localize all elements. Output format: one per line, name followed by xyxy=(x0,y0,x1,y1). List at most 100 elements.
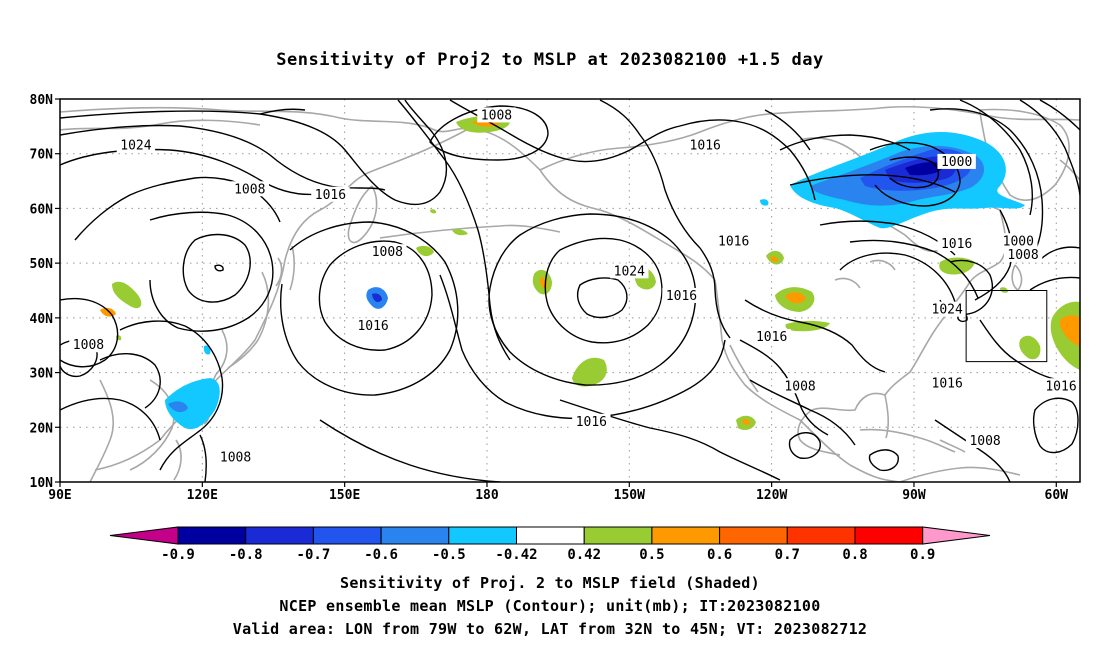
contour-label: 1016 xyxy=(357,319,388,334)
contour-label: 1008 xyxy=(73,338,104,353)
colorbar-segment xyxy=(448,526,517,545)
lon-tick-label: 150W xyxy=(614,488,645,503)
contour-label: 1016 xyxy=(666,289,697,304)
colorbar-label: -0.7 xyxy=(297,547,331,563)
contour-label-bg xyxy=(477,107,516,123)
contour-label: 1016 xyxy=(718,234,749,249)
contour-label-bg xyxy=(69,337,108,353)
lon-tick-label: 180 xyxy=(475,488,499,503)
colorbar-label: -0.6 xyxy=(364,547,398,563)
valid-area-box xyxy=(965,290,1048,363)
contour-label: 1008 xyxy=(784,379,815,394)
lat-tick-label: 50N xyxy=(30,257,54,272)
lat-tick-label: 20N xyxy=(30,421,54,436)
contour-label-bg xyxy=(965,432,1005,448)
contour-label-bg xyxy=(937,153,976,169)
colorbar-segment xyxy=(651,526,721,545)
colorbar-segment xyxy=(786,526,856,545)
lat-tick-label: 60N xyxy=(30,202,54,217)
contour-label: 1008 xyxy=(1007,248,1038,263)
contour-label: 1008 xyxy=(372,245,403,260)
lon-tick-label: 150E xyxy=(329,488,360,503)
contour-label-bg xyxy=(311,186,350,202)
contour-label: 1016 xyxy=(941,237,972,252)
lat-tick-label: 80N xyxy=(30,93,54,108)
contour-label: 1016 xyxy=(690,139,721,154)
colorbar-segment xyxy=(516,526,585,545)
contour-label: 1000 xyxy=(1003,234,1034,249)
colorbar-label: 0.9 xyxy=(910,547,935,563)
contour-label-bg xyxy=(780,378,820,394)
contour-label-bg xyxy=(999,233,1038,249)
lon-tick-label: 60W xyxy=(1045,488,1069,503)
colorbar-label: -0.8 xyxy=(229,547,263,563)
lat-tick-label: 10N xyxy=(30,476,54,491)
colorbar-label: 0.8 xyxy=(842,547,867,563)
caption-shading: Sensitivity of Proj. 2 to MSLP field (Sh… xyxy=(340,574,760,592)
contour-label-bg xyxy=(937,235,976,251)
lon-tick-label: 90E xyxy=(48,488,71,503)
map-gridlines xyxy=(60,99,1080,482)
contour-label-bg xyxy=(1003,246,1043,262)
colorbar: -0.9 -0.8 -0.7 -0.6 -0.5 -0.42 0.42 0.5 0.6 0.7 0.… xyxy=(109,526,991,563)
caption-contour: NCEP ensemble mean MSLP (Contour); unit(… xyxy=(279,597,821,615)
colorbar-label: 0.5 xyxy=(639,547,664,563)
caption-valid-area: Valid area: LON from 79W to 62W, LAT fro… xyxy=(232,620,868,638)
contour-label: 1016 xyxy=(932,377,963,392)
contour-label-bg xyxy=(368,244,407,260)
contour-label-bg xyxy=(230,181,269,197)
lat-tick-label: 30N xyxy=(30,367,54,382)
contour-label-bg xyxy=(216,449,255,465)
map-frame xyxy=(59,98,1081,483)
colorbar-segment xyxy=(177,526,247,545)
colorbar-segment xyxy=(312,526,382,545)
contour-label-bg xyxy=(1041,378,1080,394)
colorbar-label: 0.7 xyxy=(775,547,800,563)
longitude-axis: 90E 120E 150E 180 150W 120W 90W 60W xyxy=(48,482,1068,503)
mslp-contours xyxy=(60,99,1080,482)
contour-label: 1016 xyxy=(1045,379,1076,394)
colorbar-label: -0.9 xyxy=(161,547,195,563)
contour-label-bg xyxy=(752,329,791,345)
contour-label: 1024 xyxy=(614,264,645,279)
contour-label-bg xyxy=(686,137,725,153)
colorbar-segment xyxy=(245,526,314,545)
colorbar-label: -0.5 xyxy=(432,547,466,563)
contour-label-bg xyxy=(116,137,156,153)
contour-label: 1008 xyxy=(481,108,512,123)
colorbar-label: 0.42 xyxy=(567,547,601,563)
contour-label-bg xyxy=(714,233,753,249)
contour-label: 1024 xyxy=(120,139,151,154)
contour-label: 1016 xyxy=(756,330,787,345)
contour-label-bg xyxy=(572,413,611,429)
contour-label-bg xyxy=(610,263,649,279)
colorbar-segment xyxy=(583,526,653,545)
colorbar-low-end xyxy=(109,526,179,545)
contour-label: 1008 xyxy=(220,450,251,465)
latitude-axis: 80N 70N 60N 50N 40N 30N 20N 10N xyxy=(30,93,60,491)
contour-label-bg xyxy=(927,375,967,391)
colorbar-label: 0.6 xyxy=(707,547,732,563)
contour-label: 1016 xyxy=(576,415,607,430)
lon-tick-label: 90W xyxy=(902,488,926,503)
contour-label: 1024 xyxy=(932,303,963,318)
contour-label: 1000 xyxy=(941,155,972,170)
colorbar-high-end xyxy=(922,526,991,545)
contour-label: 1016 xyxy=(315,188,346,203)
plot-title: Sensitivity of Proj2 to MSLP at 20230821… xyxy=(276,50,824,70)
colorbar-segment xyxy=(854,526,924,545)
lon-tick-label: 120W xyxy=(756,488,787,503)
negative-shading-pacific xyxy=(165,287,388,430)
contour-label: 1008 xyxy=(234,182,265,197)
contour-label-bg xyxy=(927,301,967,317)
contour-label: 1008 xyxy=(969,434,1000,449)
colorbar-segment xyxy=(380,526,450,545)
contour-label-bg xyxy=(353,318,393,334)
contour-label-bg xyxy=(662,287,701,303)
lat-tick-label: 70N xyxy=(30,148,54,163)
colorbar-segment xyxy=(719,526,788,545)
colorbar-label: -0.42 xyxy=(495,547,537,563)
lat-tick-label: 40N xyxy=(30,312,54,327)
